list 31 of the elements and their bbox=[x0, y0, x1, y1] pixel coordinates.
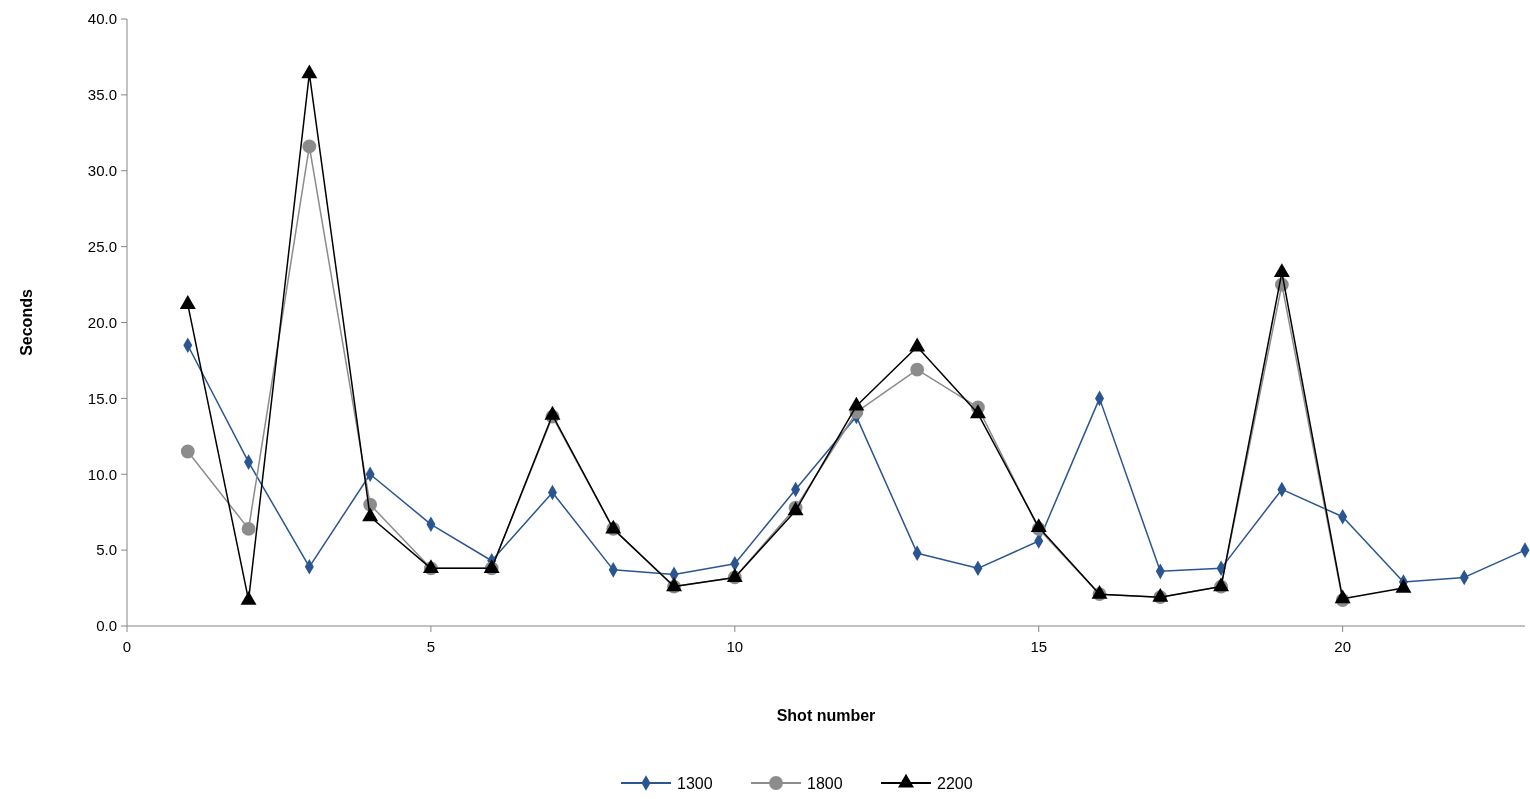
point bbox=[362, 507, 379, 522]
y-tick-label: 25.0 bbox=[87, 237, 117, 255]
x-tick-label: 15 bbox=[1030, 638, 1048, 655]
y-tick-label: 40.0 bbox=[87, 10, 117, 28]
y-tick-label: 15.0 bbox=[87, 389, 117, 407]
legend-label: 1300 bbox=[677, 774, 713, 792]
y-tick-label: 20.0 bbox=[87, 313, 117, 331]
point bbox=[1273, 263, 1290, 278]
y-axis-title: Seconds bbox=[18, 289, 35, 356]
x-tick-label: 10 bbox=[726, 638, 744, 655]
legend-label: 2200 bbox=[937, 774, 973, 792]
x-tick-label: 20 bbox=[1334, 638, 1351, 655]
y-tick-label: 10.0 bbox=[87, 465, 117, 483]
point bbox=[848, 396, 865, 411]
point bbox=[910, 362, 925, 377]
x-axis-title: Shot number bbox=[776, 707, 876, 724]
point bbox=[301, 64, 318, 79]
point bbox=[179, 295, 196, 309]
legend-label: 1800 bbox=[807, 774, 843, 792]
point bbox=[180, 444, 195, 459]
point bbox=[302, 139, 317, 154]
point bbox=[909, 337, 926, 352]
y-tick-label: 30.0 bbox=[87, 162, 117, 179]
point bbox=[241, 521, 256, 536]
point bbox=[969, 404, 986, 419]
x-tick-label: 5 bbox=[426, 638, 436, 655]
y-tick-label: 35.0 bbox=[87, 86, 117, 104]
y-tick-label: 0.0 bbox=[96, 617, 117, 635]
y-tick-label: 5.0 bbox=[96, 541, 117, 559]
point bbox=[544, 405, 561, 420]
x-tick-label: 0 bbox=[122, 638, 132, 655]
